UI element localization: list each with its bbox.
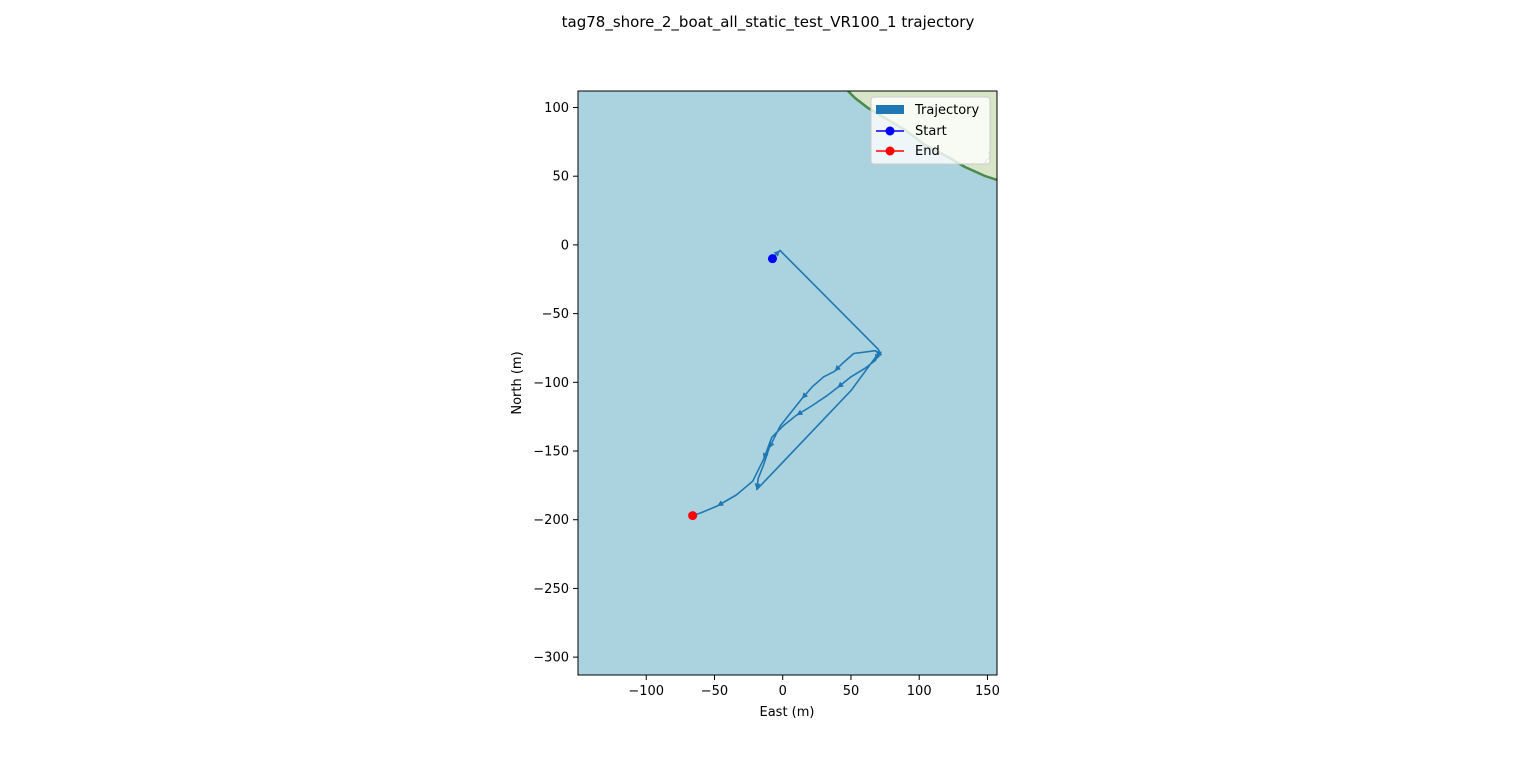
x-tick-label: −50	[701, 684, 728, 699]
x-tick-label: −100	[628, 684, 664, 699]
y-tick-label: −300	[533, 651, 569, 666]
end-marker	[688, 511, 698, 521]
series-layer	[688, 249, 883, 521]
y-axis-label: North (m)	[510, 351, 525, 414]
legend-start-label: Start	[915, 124, 947, 139]
y-tick-label: −250	[533, 582, 569, 597]
start-marker	[767, 254, 777, 264]
trajectory-line	[692, 249, 882, 517]
x-axis-label: East (m)	[760, 705, 815, 720]
y-tick-label: 0	[561, 238, 569, 253]
y-tick-label: −100	[533, 376, 569, 391]
trajectory-arrow	[875, 350, 883, 357]
water-background	[578, 91, 997, 675]
chart-title: tag78_shore_2_boat_all_static_test_VR100…	[562, 13, 975, 32]
y-tick-label: 50	[552, 170, 569, 185]
y-tick-label: 100	[544, 101, 569, 116]
x-tick-label: 50	[843, 684, 860, 699]
trajectory-arrow	[875, 353, 881, 361]
trajectory-arrow	[801, 392, 809, 399]
trajectory-arrow	[796, 409, 804, 416]
y-tick-label: −150	[533, 445, 569, 460]
trajectory-arrow	[769, 441, 775, 449]
x-tick-label: 100	[907, 684, 932, 699]
legend: Trajectory Start End	[870, 96, 991, 165]
trajectory-arrow	[837, 381, 844, 388]
trajectory-arrow	[717, 500, 724, 506]
y-tick-label: −50	[542, 307, 569, 322]
y-tick-label: −200	[533, 513, 569, 528]
x-tick-label: 0	[779, 684, 787, 699]
y-axis: 100 50 0 −50 −100 −150 −200 −250 −300	[533, 101, 578, 666]
x-tick-label: 150	[975, 684, 1000, 699]
trajectory-arrow	[762, 452, 769, 460]
legend-end-label: End	[915, 144, 940, 159]
legend-trajectory-label: Trajectory	[914, 103, 979, 118]
x-axis: −100 −50 0 50 100 150	[628, 675, 1000, 699]
trajectory-arrow	[834, 364, 841, 372]
plot-frame	[577, 90, 998, 676]
trajectory-arrow	[773, 250, 780, 257]
legend-end-marker	[885, 146, 895, 156]
legend-trajectory-swatch	[876, 105, 904, 114]
legend-start-marker	[885, 126, 895, 136]
trajectory-arrow	[754, 483, 761, 490]
